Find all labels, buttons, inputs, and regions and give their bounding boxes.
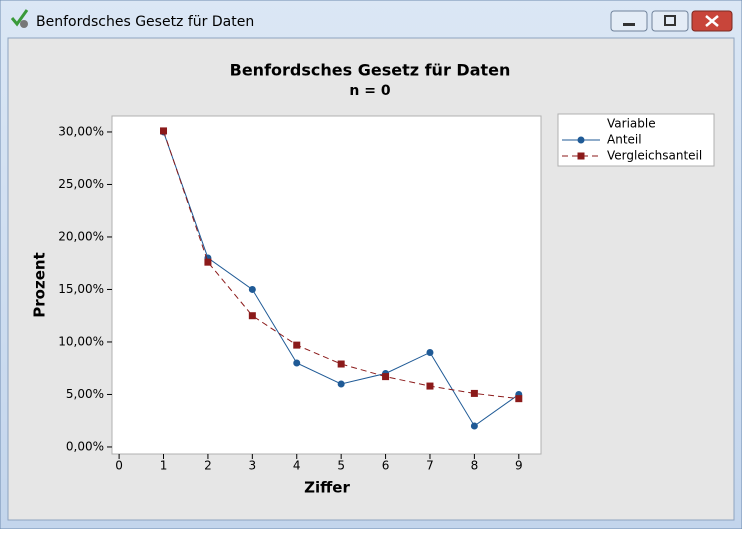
x-tick-label: 1 [160, 459, 168, 473]
window-title: Benfordsches Gesetz für Daten [36, 14, 254, 30]
data-point [515, 395, 523, 403]
data-point [248, 312, 256, 320]
data-point [337, 380, 345, 388]
y-tick-label: 20,00% [58, 229, 104, 243]
chart-subtitle: n = 0 [349, 83, 390, 99]
chart-title: Benfordsches Gesetz für Daten [230, 61, 511, 80]
data-point [337, 360, 345, 368]
data-point [160, 127, 168, 135]
x-tick-label: 9 [515, 459, 523, 473]
legend-label: Anteil [607, 133, 642, 147]
data-point [426, 348, 434, 356]
x-tick-label: 7 [426, 459, 434, 473]
data-point [470, 389, 478, 397]
close-button[interactable] [691, 10, 733, 32]
x-tick-label: 4 [293, 459, 301, 473]
y-tick-label: 0,00% [66, 439, 104, 453]
y-tick-label: 5,00% [66, 387, 104, 401]
y-axis-label: Prozent [31, 252, 49, 317]
x-tick-label: 3 [249, 459, 257, 473]
x-tick-label: 5 [337, 459, 345, 473]
legend-label: Vergleichsanteil [607, 149, 702, 163]
data-point [293, 341, 301, 349]
y-tick-label: 10,00% [58, 334, 104, 348]
data-point [248, 285, 256, 293]
series-line [163, 130, 519, 400]
app-icon [10, 9, 29, 28]
minimize-button[interactable] [610, 10, 648, 32]
legend-title: Variable [607, 117, 656, 131]
y-tick-label: 15,00% [58, 282, 104, 296]
y-tick-label: 30,00% [58, 124, 104, 138]
legend-marker [577, 152, 585, 160]
plot-area [111, 115, 542, 455]
x-axis-label: Ziffer [304, 479, 350, 497]
data-point [204, 258, 212, 266]
data-point [470, 422, 478, 430]
data-point [382, 373, 390, 381]
maximize-button[interactable] [651, 10, 689, 32]
legend-marker [577, 136, 585, 144]
x-tick-label: 6 [382, 459, 390, 473]
y-tick-label: 25,00% [58, 177, 104, 191]
x-tick-label: 8 [471, 459, 479, 473]
data-point [426, 382, 434, 390]
data-point [293, 359, 301, 367]
x-tick-label: 0 [115, 459, 123, 473]
x-tick-label: 2 [204, 459, 212, 473]
